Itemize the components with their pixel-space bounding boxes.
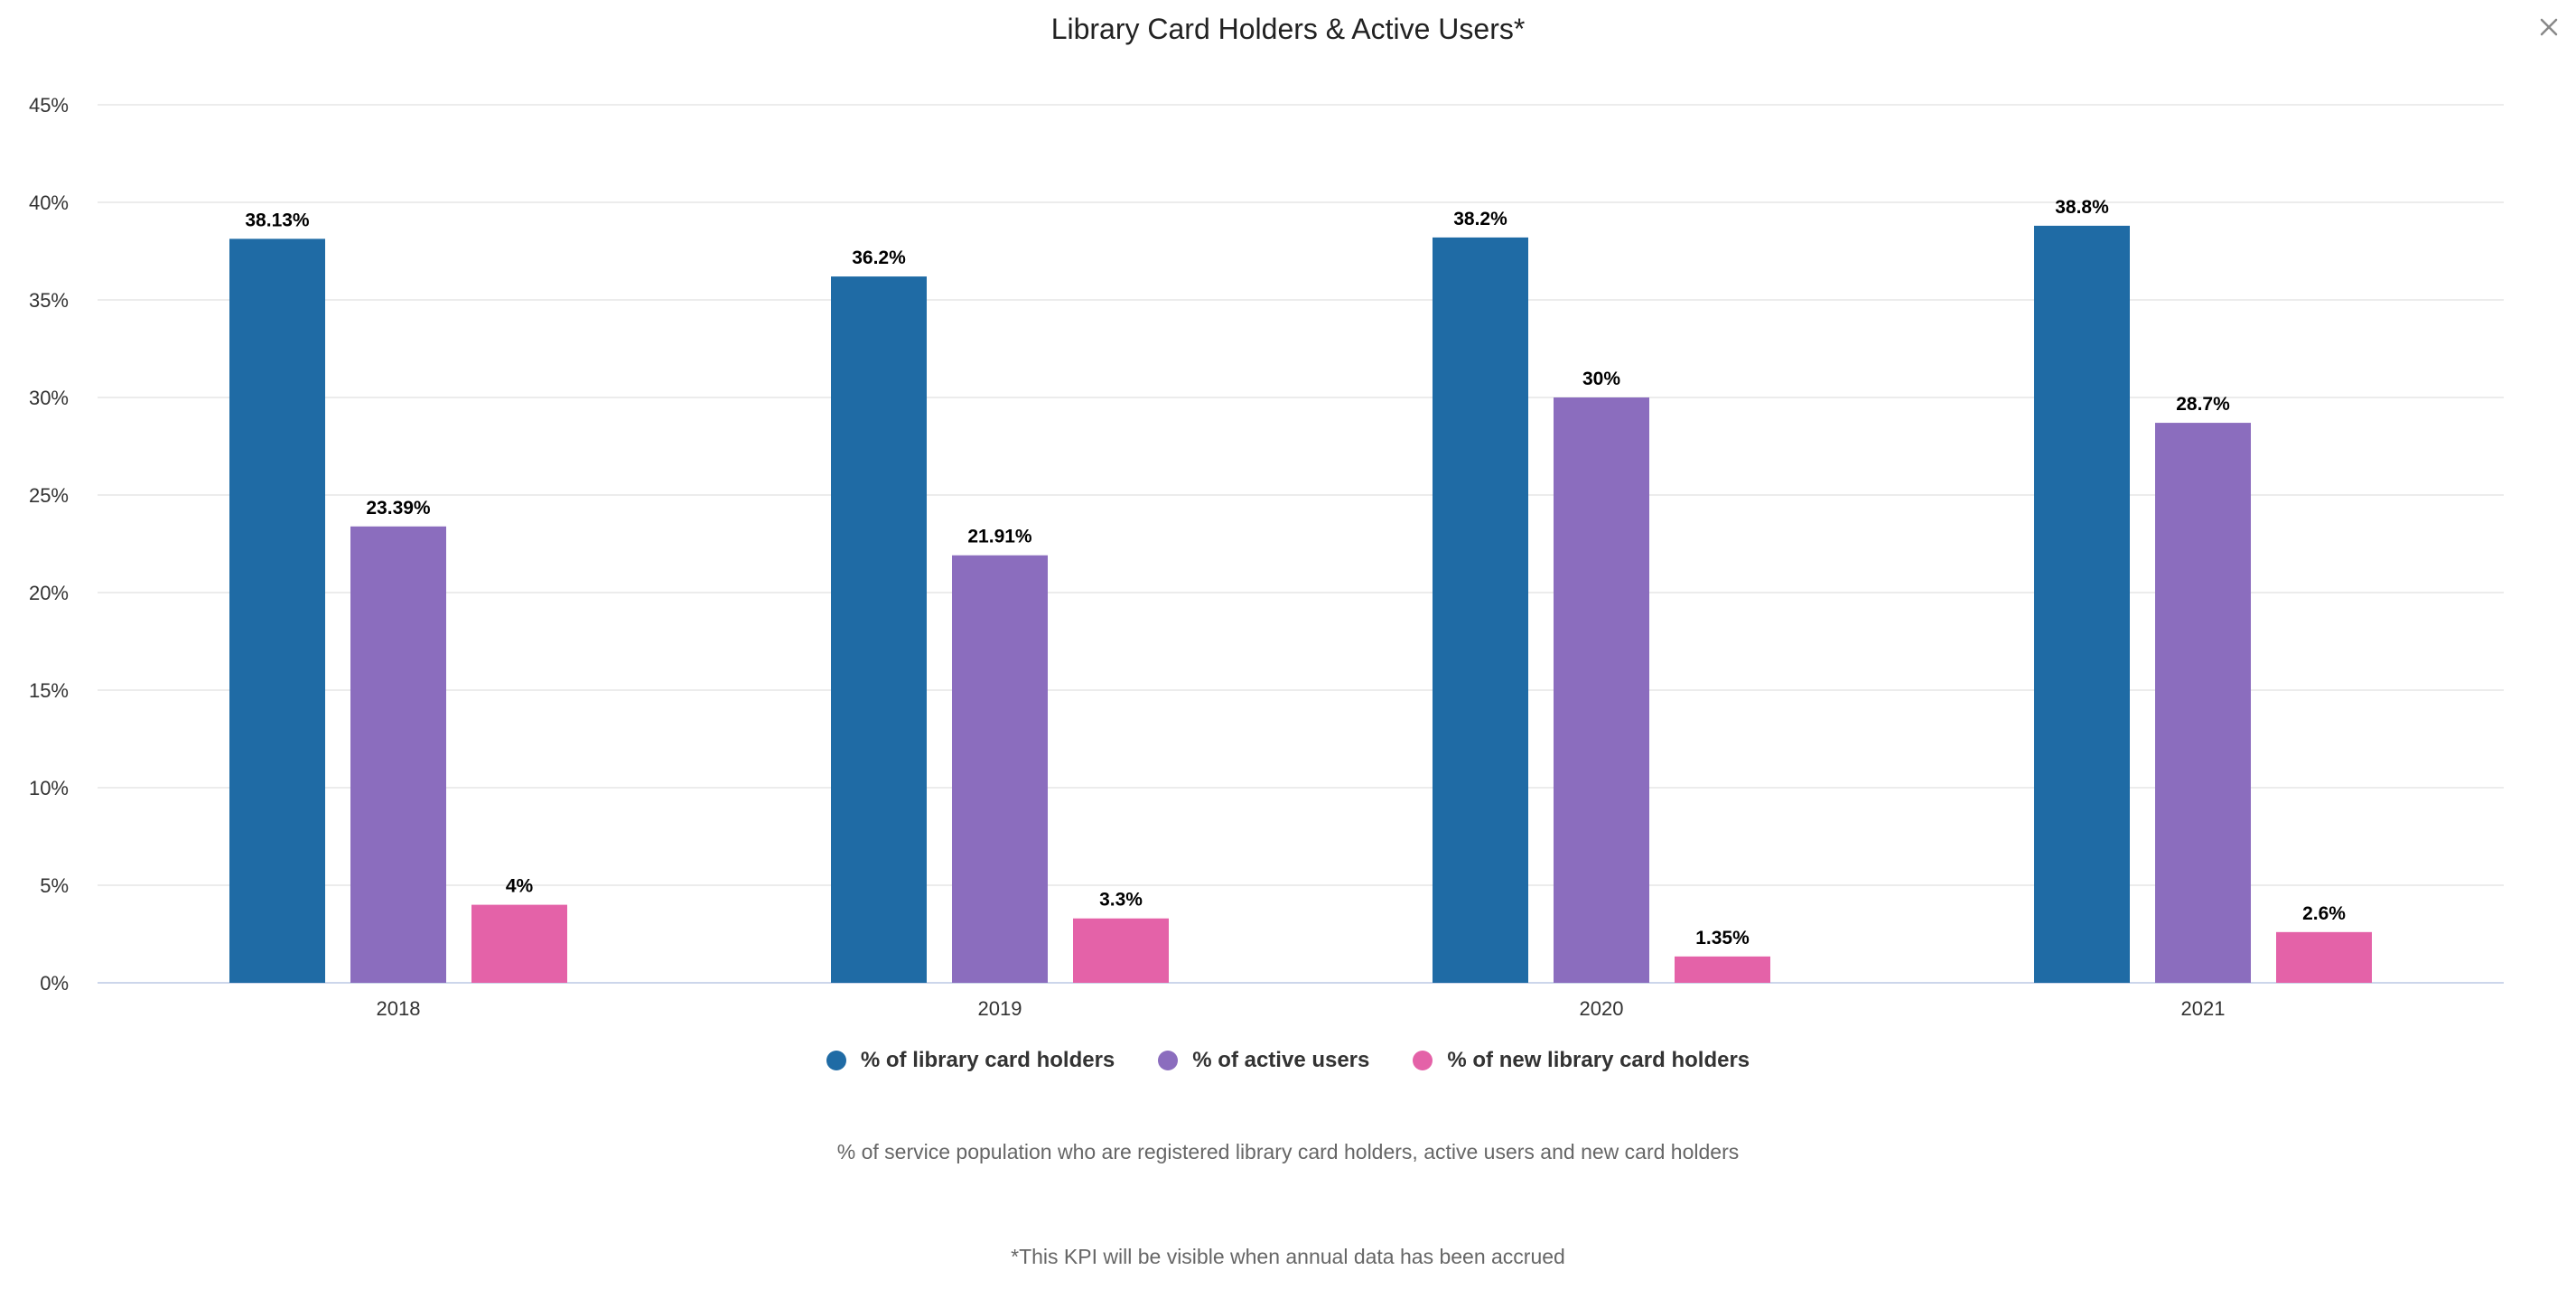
legend-label: % of active users xyxy=(1192,1048,1370,1072)
data-label: 30% xyxy=(1582,369,1620,389)
data-label: 38.13% xyxy=(245,210,310,230)
data-label: 2.6% xyxy=(2302,903,2346,924)
footnote: *This KPI will be visible when annual da… xyxy=(1011,1245,1565,1268)
bar-2018-series-2[interactable] xyxy=(350,526,446,983)
bar-2018-series-3[interactable] xyxy=(471,904,567,983)
data-label: 21.91% xyxy=(967,527,1032,547)
legend-dot-icon xyxy=(826,1051,846,1070)
y-tick-label: 40% xyxy=(29,192,69,214)
y-tick-label: 10% xyxy=(29,777,69,799)
data-labels: 38.13% 23.39% 4% 36.2% 21.91% 3.3% 38.2% 30% 1.3… xyxy=(245,197,2346,948)
bar-2019-series-1[interactable] xyxy=(831,276,927,984)
legend-item-1[interactable]: % of library card holders xyxy=(826,1048,1115,1073)
legend-item-3[interactable]: % of new library card holders xyxy=(1413,1048,1750,1073)
bar-2021-series-2[interactable] xyxy=(2155,423,2251,984)
bar-2020-series-1[interactable] xyxy=(1433,237,1528,983)
legend-dot-icon xyxy=(1158,1051,1179,1070)
bar-2019-series-3[interactable] xyxy=(1073,918,1169,983)
y-tick-label: 5% xyxy=(40,874,69,897)
y-tick-label: 15% xyxy=(29,679,69,702)
legend: % of library card holders % of active use… xyxy=(0,1048,2576,1073)
bar-2021-series-3[interactable] xyxy=(2276,931,2372,983)
data-label: 38.2% xyxy=(1453,209,1507,229)
bar-2019-series-2[interactable] xyxy=(952,555,1048,983)
data-label: 3.3% xyxy=(1099,890,1143,911)
bar-2021-series-1[interactable] xyxy=(2034,225,2130,984)
x-tick-label: 2018 xyxy=(377,997,421,1020)
data-label: 1.35% xyxy=(1695,928,1750,948)
y-tick-label: 0% xyxy=(40,972,69,995)
y-tick-label: 30% xyxy=(29,387,69,409)
legend-dot-icon xyxy=(1413,1051,1433,1070)
data-label: 36.2% xyxy=(852,248,906,268)
data-label: 23.39% xyxy=(366,498,431,519)
chart-title: Library Card Holders & Active Users* xyxy=(1050,13,1526,45)
close-icon[interactable] xyxy=(2534,13,2563,42)
y-axis-ticks: 0% 5% 10% 15% 20% 25% 30% 35% 40% 45% xyxy=(29,94,69,995)
y-tick-label: 20% xyxy=(29,582,69,604)
legend-label: % of library card holders xyxy=(860,1048,1115,1072)
data-label: 4% xyxy=(506,876,534,897)
bar-2018-series-1[interactable] xyxy=(229,238,325,984)
x-tick-label: 2020 xyxy=(1580,997,1624,1020)
legend-label: % of new library card holders xyxy=(1447,1048,1750,1072)
grid-lines xyxy=(98,104,2504,984)
legend-item-2[interactable]: % of active users xyxy=(1158,1048,1369,1073)
x-tick-label: 2021 xyxy=(2181,997,2226,1020)
y-tick-label: 25% xyxy=(29,484,69,507)
bar-chart: 0% 5% 10% 15% 20% 25% 30% 35% 40% 45% 38.13% 23.39… xyxy=(29,94,2504,1020)
bars xyxy=(229,225,2372,984)
y-tick-label: 45% xyxy=(29,94,69,117)
y-tick-label: 35% xyxy=(29,289,69,312)
data-label: 28.7% xyxy=(2176,394,2230,415)
bar-2020-series-2[interactable] xyxy=(1554,397,1649,983)
data-label: 38.8% xyxy=(2055,197,2109,218)
x-axis-ticks: 2018 2019 2020 2021 xyxy=(377,997,2226,1020)
chart-subtitle: % of service population who are register… xyxy=(836,1140,1740,1163)
x-tick-label: 2019 xyxy=(978,997,1022,1020)
bar-2020-series-3[interactable] xyxy=(1675,956,1770,983)
